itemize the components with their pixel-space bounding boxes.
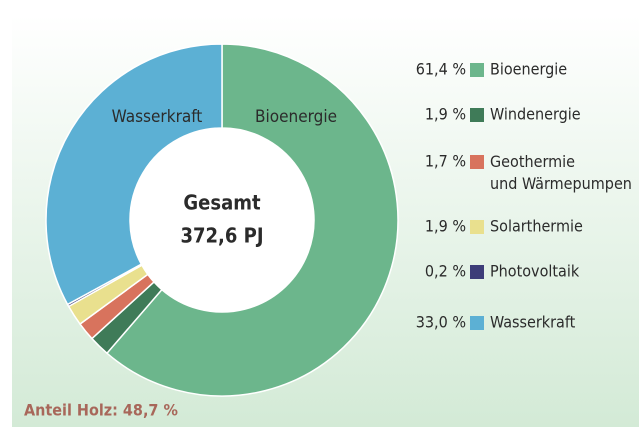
- legend-value: 1,7 %: [425, 152, 466, 171]
- donut: [45, 43, 399, 397]
- legend-swatch: [470, 316, 484, 330]
- legend-swatch: [470, 63, 484, 77]
- annotation: Anteil Holz: 48,7 %: [24, 401, 178, 420]
- legend-swatch: [470, 108, 484, 122]
- center-label: 372,6 PJ: [180, 224, 263, 248]
- legend-label: Photovoltaik: [490, 262, 580, 281]
- legend-label: Bioenergie: [490, 60, 567, 79]
- legend-label: Windenergie: [490, 105, 581, 124]
- legend-value: 1,9 %: [425, 105, 466, 124]
- legend-label: Wasserkraft: [490, 313, 576, 332]
- donut-hole: [130, 128, 314, 312]
- legend-value: 33,0 %: [416, 313, 466, 332]
- legend-label: Geothermie und Wärmepumpen: [490, 152, 632, 193]
- legend-value: 1,9 %: [425, 217, 466, 236]
- center-label: Gesamt: [183, 191, 261, 215]
- slice-label: Wasserkraft: [112, 107, 203, 127]
- legend-swatch: [470, 155, 484, 169]
- slice-label: Bioenergie: [255, 107, 337, 127]
- legend-value: 0,2 %: [425, 262, 466, 281]
- legend-label: Solarthermie: [490, 217, 583, 236]
- legend-swatch: [470, 220, 484, 234]
- legend-value: 61,4 %: [416, 60, 466, 79]
- legend-swatch: [470, 265, 484, 279]
